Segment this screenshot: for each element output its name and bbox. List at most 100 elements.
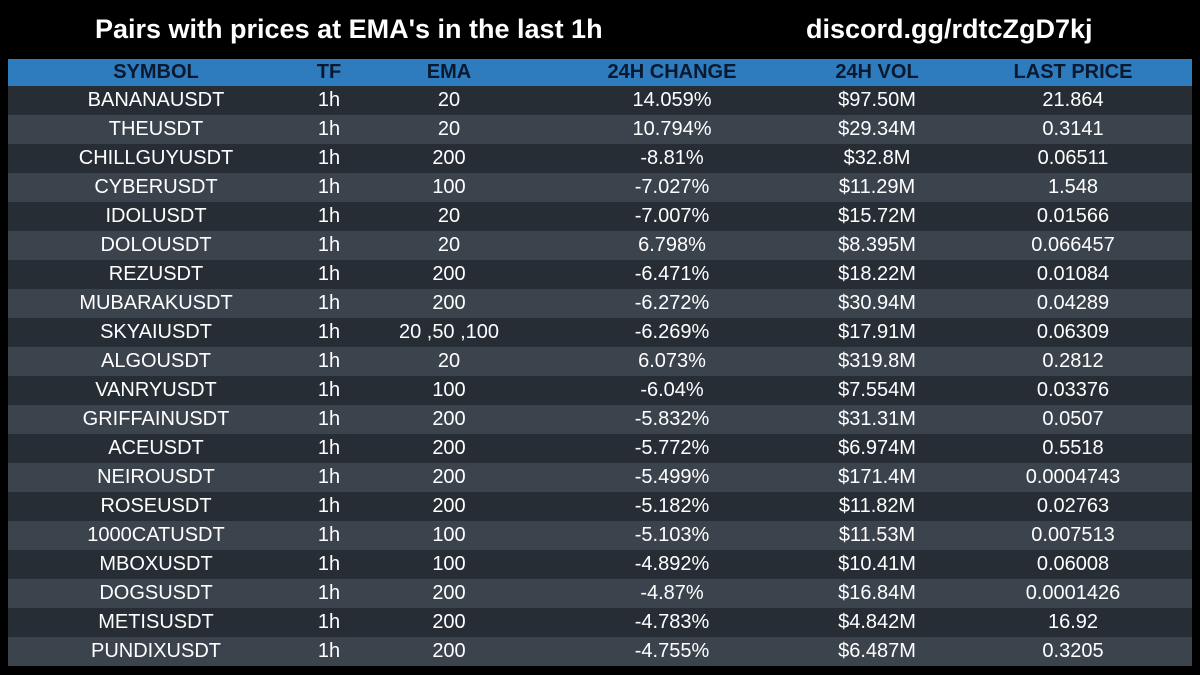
change-cell: 6.798% — [638, 234, 706, 256]
tf-cell: 1h — [317, 582, 341, 604]
price-cell: 0.3205 — [1042, 640, 1104, 662]
price-cell: 0.01084 — [1036, 263, 1110, 285]
symbol-cell: ALGOUSDT — [100, 350, 212, 372]
tf-cell: 1h — [317, 147, 341, 169]
header-bar: Pairs with prices at EMA's in the last 1… — [0, 0, 1200, 58]
volume-cell: $11.29M — [838, 176, 916, 198]
ema-cell: 200 — [432, 408, 466, 430]
volume-cell: $15.72M — [838, 205, 916, 227]
tf-cell: 1h — [317, 234, 341, 256]
tf-cell: 1h — [317, 379, 341, 401]
tf-cell: 1h — [317, 408, 341, 430]
volume-cell: $17.91M — [838, 321, 916, 343]
tf-cell: 1h — [317, 495, 341, 517]
volume-cell: $29.34M — [838, 118, 916, 140]
price-cell: 0.06309 — [1036, 321, 1110, 343]
change-cell: -5.832% — [634, 408, 710, 430]
price-cell: 0.0004743 — [1025, 466, 1121, 488]
table-row[interactable]: VANRYUSDT 1h 100 -6.04% $7.554M 0.03376 — [8, 376, 1192, 405]
price-cell: 0.02763 — [1036, 495, 1110, 517]
volume-cell: $16.84M — [838, 582, 916, 604]
table-row[interactable]: BANANAUSDT 1h 20 14.059% $97.50M 21.864 — [8, 86, 1192, 115]
change-cell: -4.87% — [640, 582, 704, 604]
tf-cell: 1h — [317, 611, 341, 633]
table-row[interactable]: MUBARAKUSDT 1h 200 -6.272% $30.94M 0.04289 — [8, 289, 1192, 318]
table-row[interactable]: GRIFFAINUSDT 1h 200 -5.832% $31.31M 0.0507 — [8, 405, 1192, 434]
tf-cell: 1h — [317, 466, 341, 488]
change-cell: -5.103% — [634, 524, 710, 546]
table-row[interactable]: ACEUSDT 1h 200 -5.772% $6.974M 0.5518 — [8, 434, 1192, 463]
table-header-row: SYMBOL TF EMA 24H CHANGE 24H VOL LAST PR… — [8, 59, 1192, 86]
table-row[interactable]: THEUSDT 1h 20 10.794% $29.34M 0.3141 — [8, 115, 1192, 144]
ema-cell: 20 — [437, 205, 461, 227]
volume-cell: $10.41M — [838, 553, 916, 575]
change-cell: -4.892% — [634, 553, 710, 575]
change-cell: 10.794% — [632, 118, 712, 140]
table-row[interactable]: METISUSDT 1h 200 -4.783% $4.842M 16.92 — [8, 608, 1192, 637]
table-row[interactable]: ALGOUSDT 1h 20 6.073% $319.8M 0.2812 — [8, 347, 1192, 376]
symbol-cell: DOGSUSDT — [99, 582, 213, 604]
volume-cell: $6.974M — [838, 437, 916, 459]
column-header-24h-vol[interactable]: 24H VOL — [835, 61, 919, 83]
price-cell: 1.548 — [1047, 176, 1099, 198]
symbol-cell: MBOXUSDT — [99, 553, 213, 575]
table-row[interactable]: REZUSDT 1h 200 -6.471% $18.22M 0.01084 — [8, 260, 1192, 289]
ema-cell: 20 ,50 ,100 — [398, 321, 500, 343]
price-cell: 0.06008 — [1036, 553, 1110, 575]
price-cell: 0.0001426 — [1025, 582, 1121, 604]
table-row[interactable]: CYBERUSDT 1h 100 -7.027% $11.29M 1.548 — [8, 173, 1192, 202]
column-header-tf[interactable]: TF — [316, 61, 342, 83]
symbol-cell: CYBERUSDT — [94, 176, 218, 198]
volume-cell: $4.842M — [838, 611, 916, 633]
table-row[interactable]: PUNDIXUSDT 1h 200 -4.755% $6.487M 0.3205 — [8, 637, 1192, 666]
column-header-24h-change[interactable]: 24H CHANGE — [607, 61, 737, 83]
table-row[interactable]: CHILLGUYUSDT 1h 200 -8.81% $32.8M 0.06511 — [8, 144, 1192, 173]
price-cell: 0.0507 — [1042, 408, 1104, 430]
change-cell: -6.471% — [634, 263, 710, 285]
table-row[interactable]: DOLOUSDT 1h 20 6.798% $8.395M 0.066457 — [8, 231, 1192, 260]
ema-cell: 200 — [432, 611, 466, 633]
symbol-cell: REZUSDT — [108, 263, 204, 285]
table-body: BANANAUSDT 1h 20 14.059% $97.50M 21.864 THEUSD… — [8, 86, 1192, 666]
ema-cell: 20 — [437, 234, 461, 256]
price-cell: 0.04289 — [1036, 292, 1110, 314]
tf-cell: 1h — [317, 350, 341, 372]
pairs-table: SYMBOL TF EMA 24H CHANGE 24H VOL LAST PR… — [8, 59, 1192, 666]
change-cell: -8.81% — [640, 147, 704, 169]
table-row[interactable]: DOGSUSDT 1h 200 -4.87% $16.84M 0.0001426 — [8, 579, 1192, 608]
symbol-cell: PUNDIXUSDT — [90, 640, 221, 662]
discord-link[interactable]: discord.gg/rdtcZgD7kj — [806, 14, 1093, 44]
change-cell: 14.059% — [632, 89, 712, 111]
column-header-ema[interactable]: EMA — [426, 61, 472, 83]
tf-cell: 1h — [317, 321, 341, 343]
table-row[interactable]: MBOXUSDT 1h 100 -4.892% $10.41M 0.06008 — [8, 550, 1192, 579]
change-cell: -5.499% — [634, 466, 710, 488]
volume-cell: $11.82M — [838, 495, 916, 517]
symbol-cell: 1000CATUSDT — [87, 524, 225, 546]
table-row[interactable]: SKYAIUSDT 1h 20 ,50 ,100 -6.269% $17.91M 0.06… — [8, 318, 1192, 347]
tf-cell: 1h — [317, 292, 341, 314]
ema-cell: 200 — [432, 640, 466, 662]
tf-cell: 1h — [317, 176, 341, 198]
price-cell: 0.5518 — [1042, 437, 1104, 459]
column-header-last-price[interactable]: LAST PRICE — [1013, 61, 1133, 83]
price-cell: 0.2812 — [1042, 350, 1104, 372]
change-cell: -7.027% — [634, 176, 710, 198]
ema-cell: 200 — [432, 292, 466, 314]
table-row[interactable]: 1000CATUSDT 1h 100 -5.103% $11.53M 0.007513 — [8, 521, 1192, 550]
change-cell: 6.073% — [638, 350, 706, 372]
volume-cell: $97.50M — [838, 89, 916, 111]
table-row[interactable]: ROSEUSDT 1h 200 -5.182% $11.82M 0.02763 — [8, 492, 1192, 521]
change-cell: -6.269% — [634, 321, 710, 343]
tf-cell: 1h — [317, 524, 341, 546]
ema-cell: 200 — [432, 495, 466, 517]
price-cell: 0.03376 — [1036, 379, 1110, 401]
table-row[interactable]: NEIROUSDT 1h 200 -5.499% $171.4M 0.0004743 — [8, 463, 1192, 492]
symbol-cell: VANRYUSDT — [95, 379, 217, 401]
volume-cell: $8.395M — [838, 234, 916, 256]
volume-cell: $32.8M — [843, 147, 911, 169]
table-row[interactable]: IDOLUSDT 1h 20 -7.007% $15.72M 0.01566 — [8, 202, 1192, 231]
ema-cell: 20 — [437, 350, 461, 372]
column-header-symbol[interactable]: SYMBOL — [113, 61, 199, 83]
ema-cell: 200 — [432, 263, 466, 285]
